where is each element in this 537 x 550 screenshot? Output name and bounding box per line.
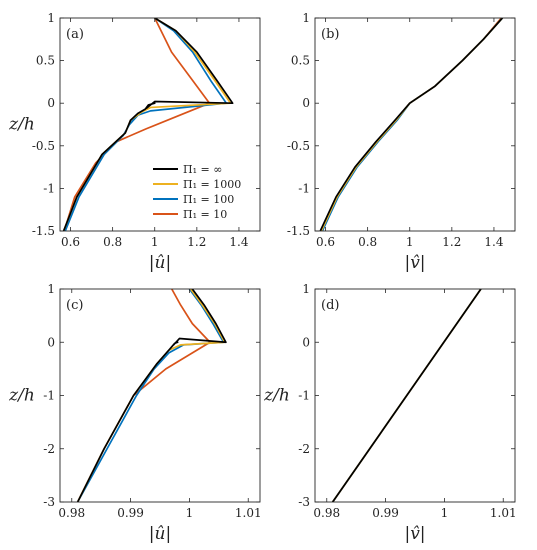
plot-frame xyxy=(314,17,516,232)
y-tick-label: 1 xyxy=(302,11,310,25)
panel-b: 0.6 0.8 1 1.2 1.4 -1.5 -1 -0.5 0 0.5 1 |v̂| (b) xyxy=(287,11,516,273)
plot-frame xyxy=(59,288,261,503)
panel-label: (d) xyxy=(321,298,339,313)
y-tick-label: 0 xyxy=(47,96,55,110)
x-axis-label: |v̂| xyxy=(404,524,425,544)
panel-label: (c) xyxy=(66,298,83,313)
y-tick-label: -2 xyxy=(298,442,310,456)
x-tick-label: 0.6 xyxy=(316,235,335,249)
x-axis-label: |v̂| xyxy=(404,253,425,273)
panel-label: (a) xyxy=(66,27,84,42)
x-axis-label: |û| xyxy=(149,253,171,273)
y-tick-label: 0 xyxy=(302,335,310,349)
series-line-1 xyxy=(320,18,504,231)
x-axis-label: |û| xyxy=(149,524,171,544)
x-tick-label: 1.4 xyxy=(229,235,248,249)
y-tick-label: 1 xyxy=(302,282,310,296)
series-line-3 xyxy=(63,18,211,231)
x-tick-label: 1.01 xyxy=(235,506,262,520)
legend-entry: Π₁ = ∞ xyxy=(183,163,222,176)
y-tick-label: -0.5 xyxy=(287,139,310,153)
series-line-2 xyxy=(76,289,225,502)
series-line-3 xyxy=(320,18,503,231)
series-line-0 xyxy=(62,18,234,231)
y-tick-label: -2 xyxy=(43,442,55,456)
x-tick-label: 1 xyxy=(186,506,194,520)
y-axis-label: z/h xyxy=(8,386,35,406)
legend-entry: Π₁ = 1000 xyxy=(183,178,241,191)
y-tick-label: 0.5 xyxy=(291,54,310,68)
panel-a: 0.6 0.8 1 1.2 1.4 -1.5 -1 -0.5 0 0.5 1 |û| z/h (a) Π₁ … xyxy=(8,11,261,273)
x-tick-label: 0.99 xyxy=(372,506,399,520)
y-tick-label: 1 xyxy=(47,11,55,25)
x-tick-label: 1 xyxy=(441,506,449,520)
plot-frame xyxy=(59,17,261,232)
y-tick-label: -3 xyxy=(298,495,310,509)
y-tick-label: 1 xyxy=(47,282,55,296)
series-line-0 xyxy=(76,289,227,502)
series-line-1 xyxy=(76,289,226,502)
series-group xyxy=(76,289,227,502)
y-axis-label: z/h xyxy=(263,386,290,406)
x-tick-label: 0.99 xyxy=(117,506,144,520)
panel-label: (b) xyxy=(321,27,339,42)
y-tick-label: -0.5 xyxy=(32,139,55,153)
y-tick-label: -1 xyxy=(43,389,55,403)
x-tick-label: 1.01 xyxy=(490,506,517,520)
x-tick-label: 0.98 xyxy=(313,506,340,520)
series-line-0 xyxy=(331,289,482,502)
plot-frame xyxy=(314,288,516,503)
x-tick-label: 0.8 xyxy=(358,235,377,249)
y-tick-label: 0.5 xyxy=(36,54,55,68)
series-line-0 xyxy=(319,18,504,231)
legend-entry: Π₁ = 100 xyxy=(183,193,234,206)
series-line-2 xyxy=(64,18,228,231)
y-tick-label: -1.5 xyxy=(287,224,310,238)
series-group xyxy=(331,289,482,502)
y-tick-label: -1 xyxy=(43,181,55,195)
y-tick-label: -1 xyxy=(298,181,310,195)
legend: Π₁ = ∞ Π₁ = 1000 Π₁ = 100 Π₁ = 10 xyxy=(153,163,241,221)
y-axis-label: z/h xyxy=(8,115,35,135)
y-tick-label: -1.5 xyxy=(32,224,55,238)
y-tick-label: 0 xyxy=(302,96,310,110)
x-tick-label: 1 xyxy=(406,235,414,249)
series-group xyxy=(62,18,234,231)
panel-d: 0.98 0.99 1 1.01 -3 -2 -1 0 1 |v̂| z/h (d) xyxy=(263,282,516,544)
series-group xyxy=(319,18,504,231)
x-tick-label: 0.98 xyxy=(58,506,85,520)
y-tick-label: -3 xyxy=(43,495,55,509)
x-tick-label: 1.2 xyxy=(442,235,461,249)
x-tick-label: 0.8 xyxy=(103,235,122,249)
x-tick-label: 1.2 xyxy=(187,235,206,249)
panel-c: 0.98 0.99 1 1.01 -3 -2 -1 0 1 |û| z/h (c) xyxy=(8,282,261,544)
x-tick-label: 1 xyxy=(151,235,159,249)
x-tick-label: 0.6 xyxy=(61,235,80,249)
series-line-2 xyxy=(321,18,504,231)
series-line-3 xyxy=(76,289,211,502)
y-tick-label: -1 xyxy=(298,389,310,403)
legend-entry: Π₁ = 10 xyxy=(183,208,227,221)
y-tick-label: 0 xyxy=(47,335,55,349)
x-tick-label: 1.4 xyxy=(484,235,503,249)
